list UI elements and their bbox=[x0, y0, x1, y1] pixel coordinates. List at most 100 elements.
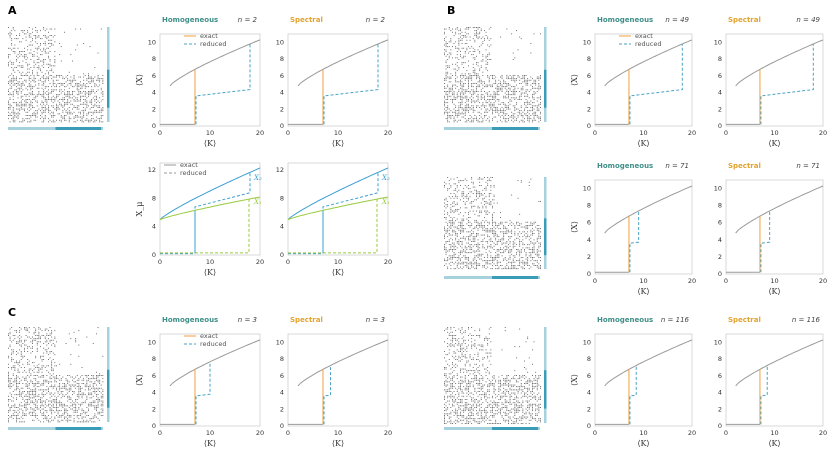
matrix-dot bbox=[522, 257, 524, 258]
matrix-dot bbox=[527, 260, 529, 262]
matrix-dot bbox=[450, 346, 452, 348]
matrix-dot bbox=[522, 247, 524, 249]
matrix-dot bbox=[508, 231, 509, 233]
matrix-dot bbox=[94, 111, 96, 113]
matrix-dot bbox=[78, 395, 80, 397]
matrix-dot bbox=[468, 327, 469, 328]
matrix-dot bbox=[88, 91, 89, 92]
matrix-dot bbox=[35, 95, 37, 97]
matrix-dot bbox=[444, 258, 445, 260]
matrix-dot bbox=[455, 249, 457, 250]
matrix-dot bbox=[469, 39, 471, 41]
matrix-dot bbox=[477, 191, 479, 193]
matrix-dot bbox=[27, 111, 29, 113]
matrix-dot bbox=[538, 237, 540, 239]
matrix-dot bbox=[516, 379, 517, 381]
matrix-dot bbox=[40, 118, 41, 120]
matrix-dot bbox=[503, 237, 505, 239]
matrix-dot bbox=[33, 111, 35, 113]
matrix-dot bbox=[482, 55, 484, 57]
matrix-dot bbox=[461, 107, 463, 108]
matrix-dot bbox=[25, 328, 27, 330]
matrix-dot bbox=[24, 391, 25, 392]
matrix-dot bbox=[496, 249, 498, 250]
matrix-dot bbox=[474, 83, 476, 84]
matrix-dot bbox=[91, 115, 93, 116]
matrix-dot bbox=[522, 78, 524, 80]
matrix-dot bbox=[487, 242, 489, 244]
matrix-dot bbox=[445, 354, 447, 356]
matrix-dot bbox=[500, 249, 501, 250]
matrix-dot bbox=[490, 201, 492, 202]
matrix-dot bbox=[461, 35, 463, 36]
matrix-dot bbox=[8, 357, 9, 359]
matrix-dot bbox=[444, 185, 445, 186]
matrix-dot bbox=[447, 54, 449, 56]
matrix-dot bbox=[44, 92, 46, 94]
matrix-dot bbox=[460, 349, 461, 351]
matrix-dot bbox=[40, 336, 41, 338]
matrix-dot bbox=[463, 237, 465, 239]
matrix-dot bbox=[46, 63, 48, 65]
matrix-dot bbox=[11, 349, 13, 351]
matrix-dot bbox=[67, 395, 69, 397]
matrix-dot bbox=[30, 121, 32, 123]
matrix-dot bbox=[35, 355, 37, 357]
matrix-dot bbox=[27, 63, 29, 65]
matrix-dot bbox=[448, 335, 450, 336]
matrix-dot bbox=[17, 386, 19, 388]
matrix-dot bbox=[466, 99, 468, 100]
matrix-dot bbox=[54, 384, 56, 386]
matrix-dot bbox=[533, 102, 535, 104]
matrix-dot bbox=[14, 403, 16, 405]
matrix-dot bbox=[52, 410, 54, 412]
matrix-dot bbox=[495, 111, 497, 113]
matrix-dot bbox=[511, 229, 513, 231]
matrix-dot bbox=[482, 363, 484, 365]
matrix-dot bbox=[471, 79, 473, 81]
matrix-dot bbox=[32, 71, 33, 73]
matrix-dot bbox=[506, 89, 508, 91]
matrix-dot bbox=[492, 110, 493, 112]
matrix-dot bbox=[500, 383, 501, 384]
matrix-dot bbox=[62, 407, 64, 408]
matrix-dot bbox=[527, 119, 529, 121]
matrix-dot bbox=[24, 400, 25, 402]
matrix-dot bbox=[452, 28, 453, 30]
matrix-dot bbox=[19, 78, 21, 80]
matrix-dot bbox=[8, 57, 9, 59]
matrix-dot bbox=[100, 415, 102, 416]
matrix-dot bbox=[54, 89, 56, 91]
matrix-dot bbox=[57, 79, 59, 81]
matrix-dot bbox=[19, 52, 21, 54]
matrix-dot bbox=[25, 415, 27, 416]
matrix-dot bbox=[482, 387, 484, 389]
matrix-dot bbox=[22, 75, 24, 76]
matrix-dot bbox=[511, 378, 513, 380]
matrix-dot bbox=[484, 81, 485, 83]
matrix-dot bbox=[92, 343, 94, 344]
matrix-dot bbox=[65, 94, 67, 96]
matrix-dot bbox=[532, 234, 533, 236]
matrix-dot bbox=[508, 92, 509, 94]
matrix-dot bbox=[32, 339, 33, 341]
matrix-dot bbox=[100, 411, 102, 413]
matrix-dot bbox=[75, 100, 77, 102]
matrix-dot bbox=[44, 110, 46, 112]
matrix-dot bbox=[59, 387, 61, 389]
matrix-dot bbox=[30, 92, 32, 94]
matrix-dot bbox=[11, 394, 13, 396]
matrix-dot bbox=[36, 351, 38, 352]
matrix-dot bbox=[509, 379, 511, 381]
matrix-dot bbox=[466, 194, 468, 196]
matrix-dot bbox=[472, 86, 474, 88]
matrix-dot bbox=[540, 244, 541, 246]
matrix-dot bbox=[468, 379, 469, 381]
matrix-dot bbox=[89, 386, 91, 388]
matrix-dot bbox=[16, 86, 17, 88]
matrix-dot bbox=[455, 387, 457, 389]
matrix-dot bbox=[464, 105, 466, 107]
matrix-dot bbox=[450, 89, 452, 91]
matrix-dot bbox=[472, 357, 474, 359]
matrix-dot bbox=[91, 79, 93, 81]
